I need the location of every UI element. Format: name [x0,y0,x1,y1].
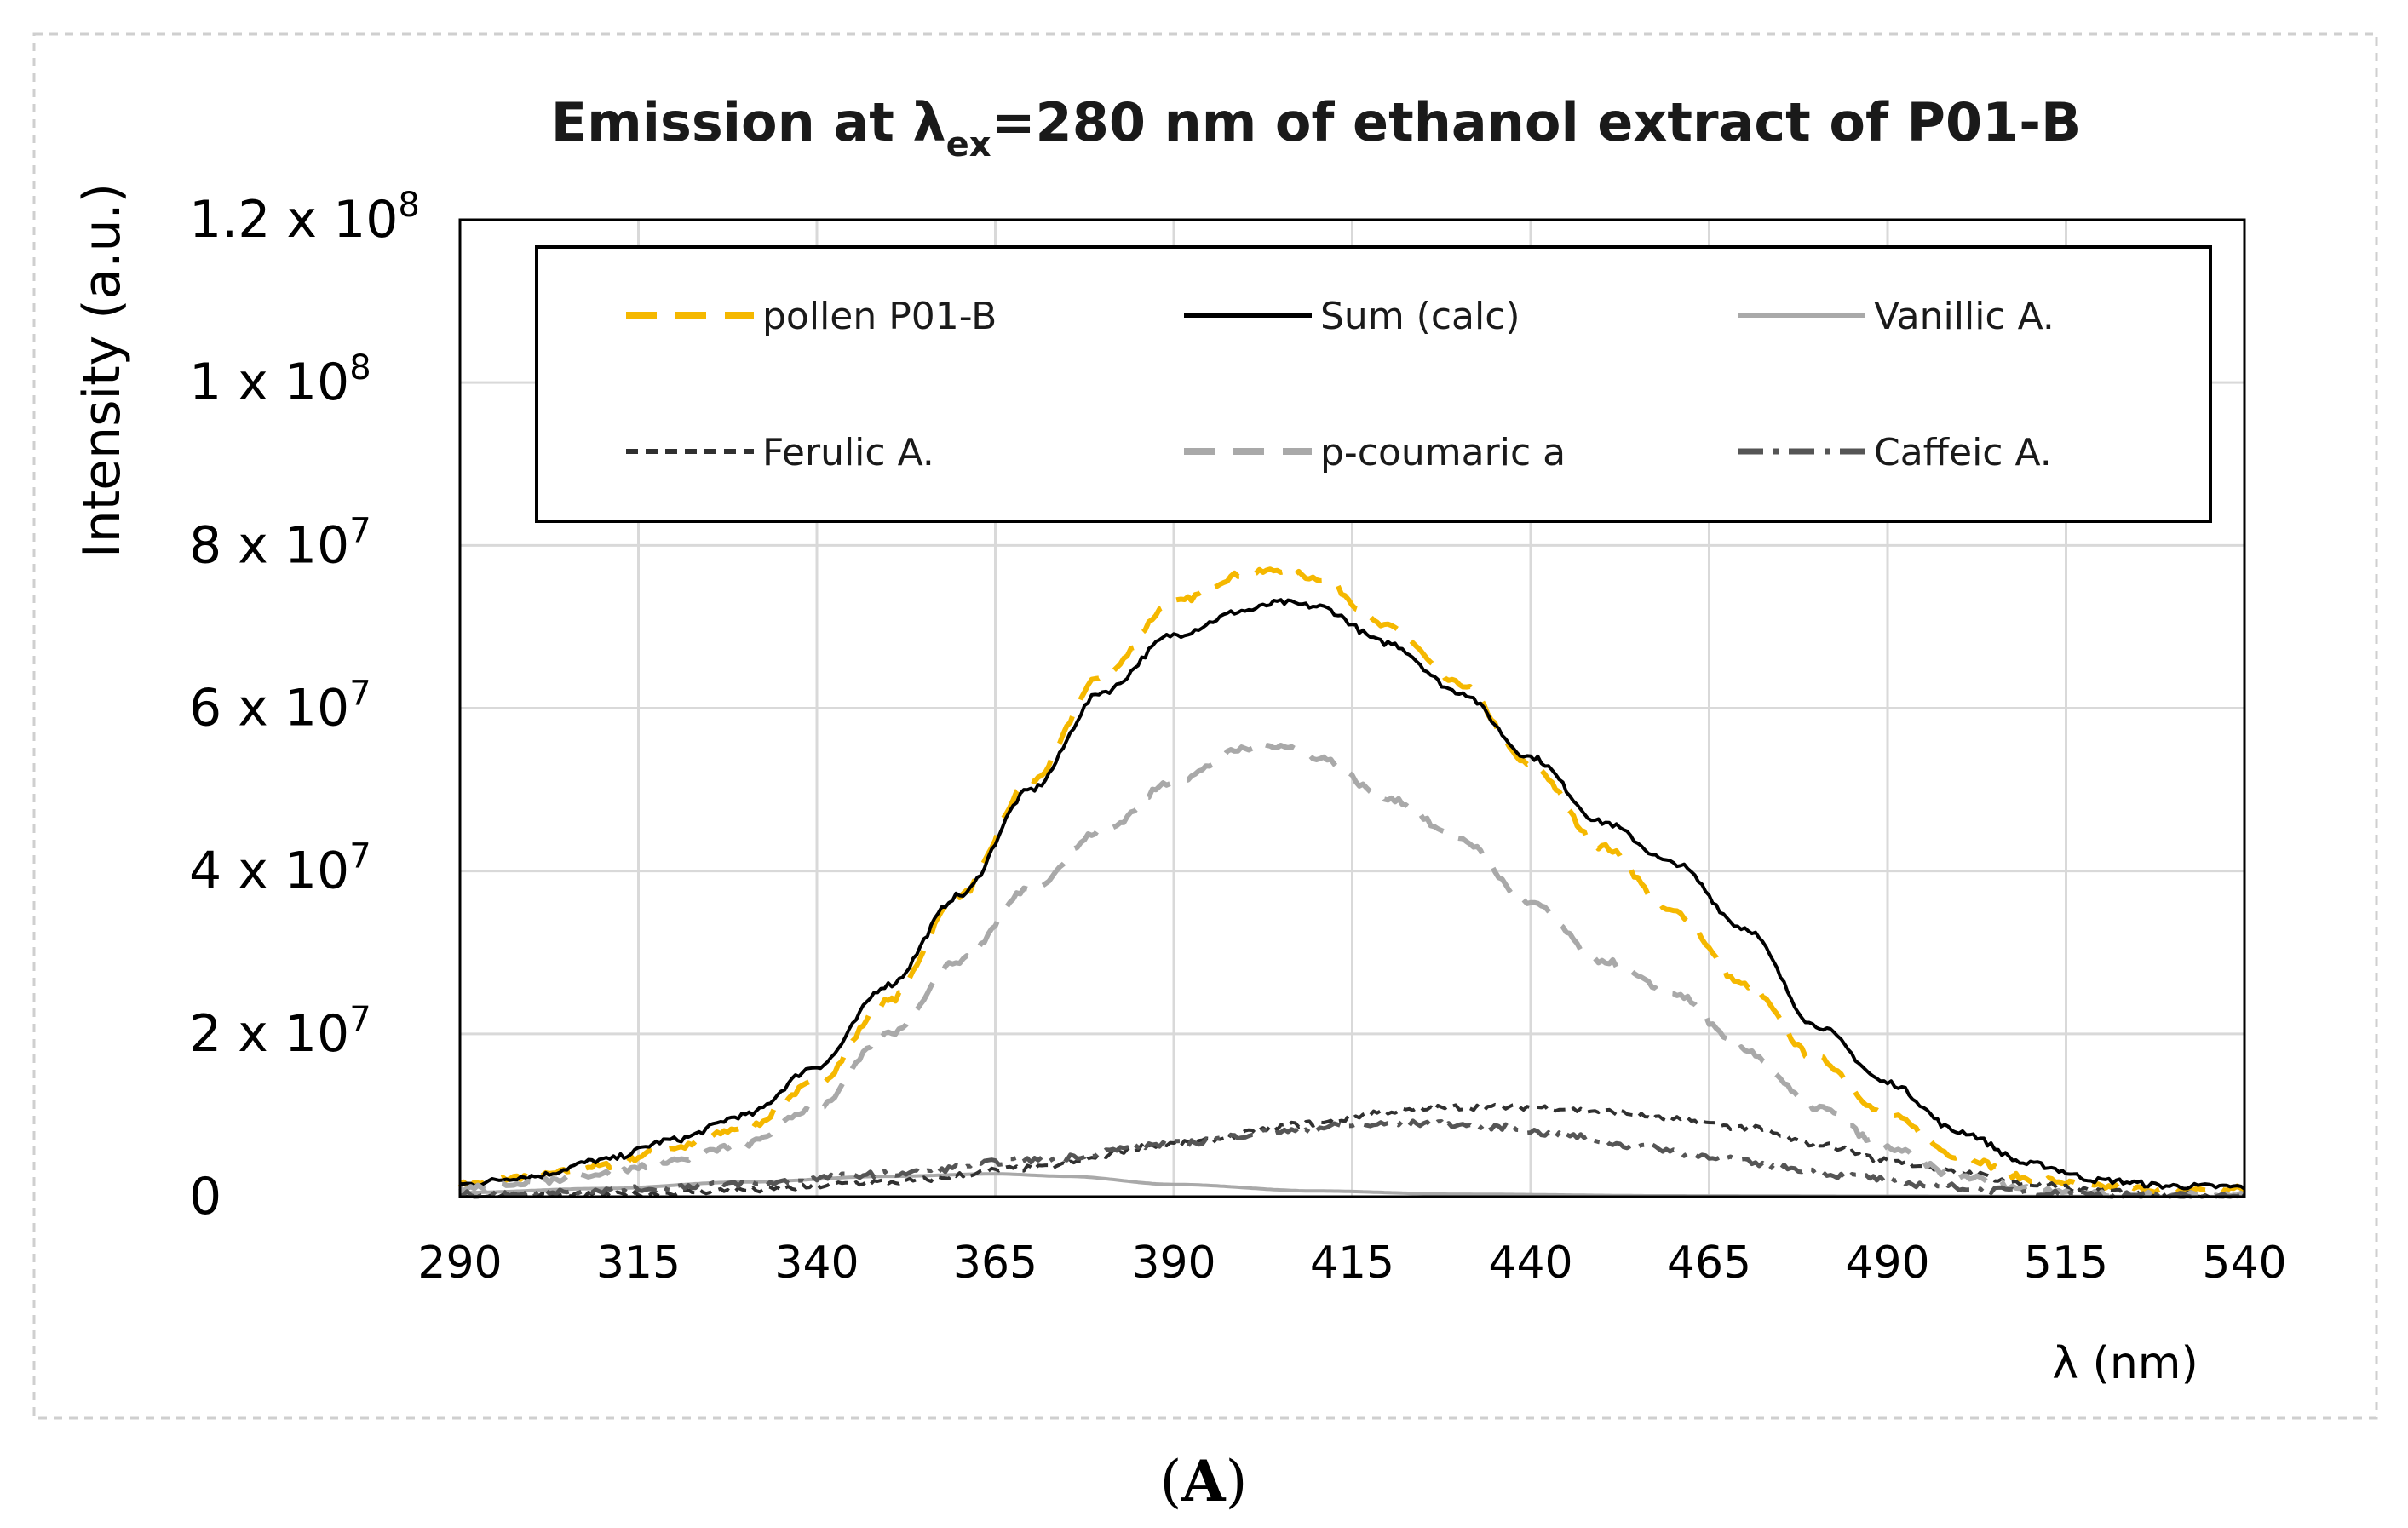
y-tick-label: 2 x 107 [189,1000,371,1064]
title-main: Emission at λ [551,91,946,153]
series-line-4 [460,1102,2246,1198]
legend-label: p-coumaric a [1320,431,1566,474]
title-subscript: ex [946,125,991,164]
y-tick-label: 6 x 107 [189,675,371,738]
legend-label: Ferulic A. [762,431,934,474]
y-tick-label: 1.2 x 108 [189,186,420,250]
series-line-5 [458,741,2247,1199]
y-tick-label: 4 x 107 [189,837,371,901]
panel-label-letter: A [1181,1448,1226,1514]
x-tick-label: 415 [1310,1238,1394,1289]
panel-label-open: ( [1160,1449,1182,1514]
legend-label: pollen P01-B [762,295,997,338]
chart-title: Emission at λex=280 nm of ethanol extrac… [551,91,2081,164]
plot-area-border [458,218,2246,1198]
x-tick-label: 290 [417,1238,502,1289]
x-tick-label: 365 [953,1238,1037,1289]
y-tick-label: 8 x 107 [189,511,371,575]
legend-box [535,245,2212,523]
panel-label: (A) [1160,1448,1248,1514]
legend-label: Caffeic A. [1874,431,2052,474]
x-tick-label: 515 [2024,1238,2108,1289]
x-tick-label: 315 [596,1238,681,1289]
x-tick-label: 465 [1667,1238,1751,1289]
x-tick-label: 540 [2202,1238,2286,1289]
y-tick-label: 0 [189,1167,221,1226]
x-tick-label: 440 [1488,1238,1572,1289]
legend-label: Vanillic A. [1874,295,2055,338]
x-axis-label: λ (nm) [2052,1338,2198,1389]
legend: pollen P01-B Sum (calc) Vanillic A. Ferulic… [535,245,2212,523]
x-tick-label: 490 [1845,1238,1929,1289]
series-line-2 [459,598,2246,1191]
x-tick-label: 340 [774,1238,859,1289]
y-tick-label: 1 x 108 [189,348,371,412]
x-tick-labels: 290 315 340 365 390 415 440 465 490 515 540 [417,1238,2286,1289]
y-tick-labels: 0 2 x 107 4 x 107 6 x 107 8 x 107 1 x 108 1.2 … [189,186,420,1226]
y-axis-label: Intensity (a.u.) [72,183,132,558]
series-line-1 [457,566,2246,1195]
legend-label: Sum (calc) [1320,295,1520,338]
title-rest: =280 nm of ethanol extract of P01-B [991,91,2082,153]
series-line-6 [458,1118,2245,1199]
x-tick-label: 390 [1131,1238,1215,1289]
panel-label-close: ) [1226,1449,1248,1514]
